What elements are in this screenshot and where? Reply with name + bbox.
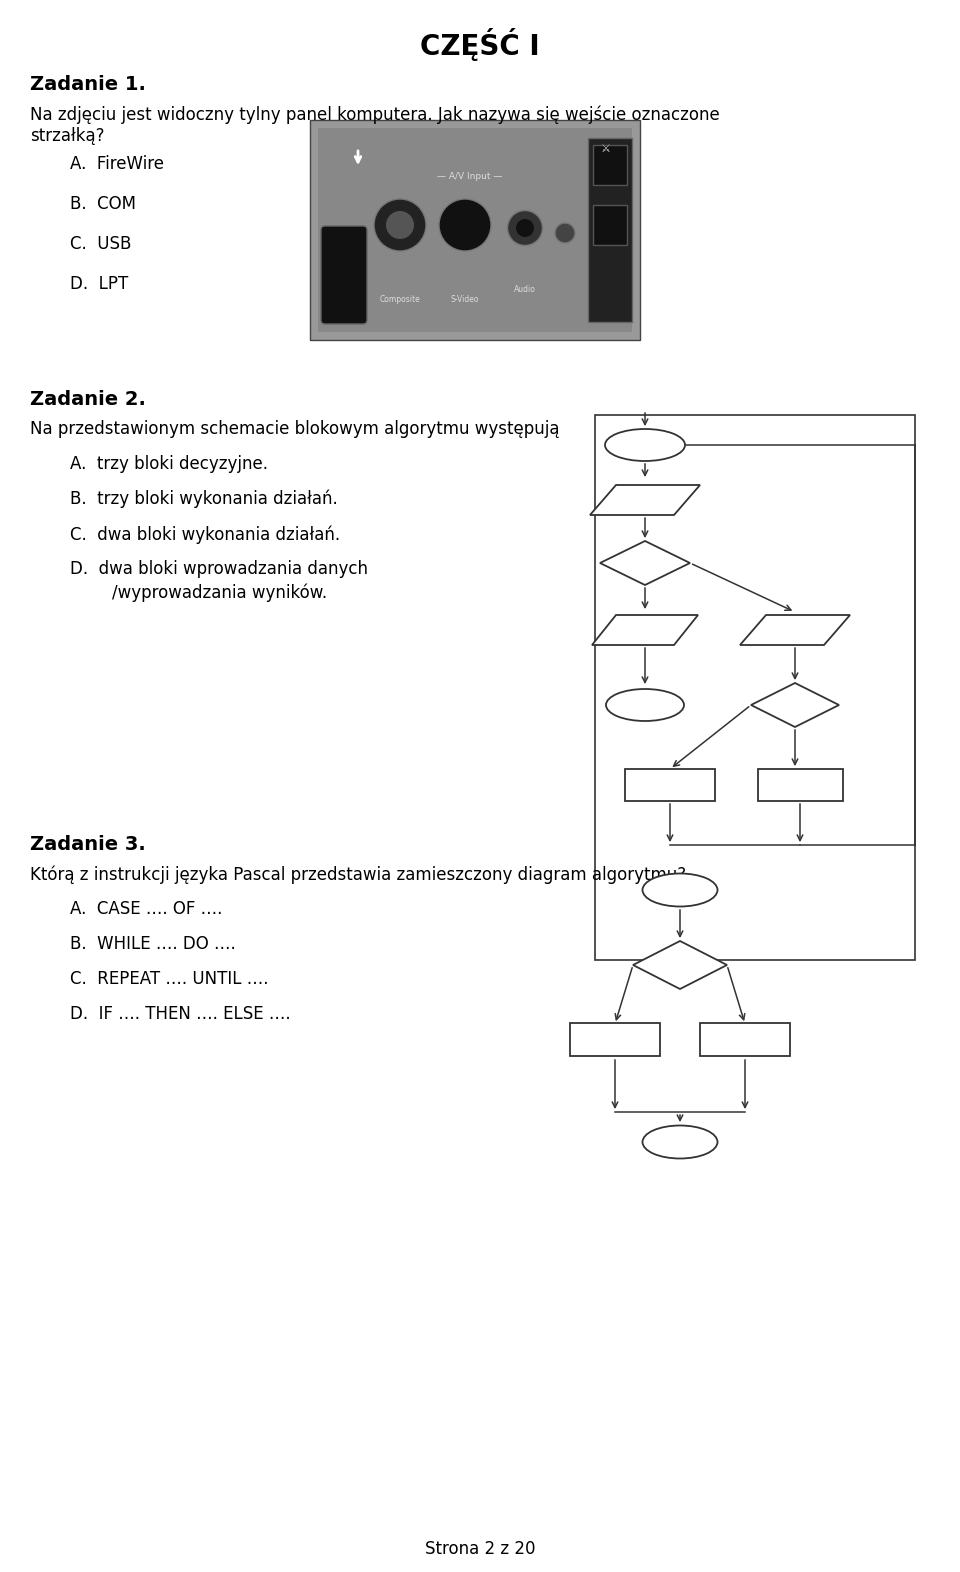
Text: A.  CASE …. OF ….: A. CASE …. OF …. bbox=[70, 901, 223, 918]
Bar bbox=[588, 138, 632, 322]
Text: ⚔: ⚔ bbox=[600, 145, 610, 154]
Text: — A/V Input —: — A/V Input — bbox=[438, 171, 503, 181]
Ellipse shape bbox=[439, 200, 491, 252]
Ellipse shape bbox=[516, 219, 534, 237]
Text: Na zdjęciu jest widoczny tylny panel komputera. Jak nazywa się wejście oznaczone: Na zdjęciu jest widoczny tylny panel kom… bbox=[30, 105, 720, 124]
Bar bbox=[593, 204, 627, 245]
Bar bbox=[593, 145, 627, 185]
Bar bbox=[570, 1023, 660, 1056]
Ellipse shape bbox=[374, 200, 426, 252]
Bar bbox=[318, 127, 632, 332]
Ellipse shape bbox=[642, 874, 717, 907]
Text: strzałką?: strzałką? bbox=[30, 127, 105, 145]
Ellipse shape bbox=[386, 211, 414, 239]
Ellipse shape bbox=[555, 223, 575, 244]
Polygon shape bbox=[600, 541, 690, 585]
Ellipse shape bbox=[605, 429, 685, 461]
Text: B.  COM: B. COM bbox=[70, 195, 136, 212]
Ellipse shape bbox=[642, 1126, 717, 1159]
Bar bbox=[758, 769, 843, 802]
Text: Zadanie 1.: Zadanie 1. bbox=[30, 75, 146, 94]
Ellipse shape bbox=[508, 211, 542, 245]
Text: Którą z instrukcji języka Pascal przedstawia zamieszczony diagram algorytmu?: Którą z instrukcji języka Pascal przedst… bbox=[30, 865, 686, 883]
Polygon shape bbox=[751, 682, 839, 726]
Bar bbox=[310, 119, 640, 340]
Text: Na przedstawionym schemacie blokowym algorytmu występują: Na przedstawionym schemacie blokowym alg… bbox=[30, 420, 560, 439]
Text: A.  trzy bloki decyzyjne.: A. trzy bloki decyzyjne. bbox=[70, 454, 268, 473]
Text: CZĘŚĆ I: CZĘŚĆ I bbox=[420, 28, 540, 61]
Text: C.  REPEAT …. UNTIL ….: C. REPEAT …. UNTIL …. bbox=[70, 970, 269, 987]
Text: S-Video: S-Video bbox=[451, 296, 479, 303]
Text: B.  trzy bloki wykonania działań.: B. trzy bloki wykonania działań. bbox=[70, 490, 338, 508]
Text: A.  FireWire: A. FireWire bbox=[70, 156, 164, 173]
Bar bbox=[625, 769, 715, 802]
Polygon shape bbox=[590, 486, 700, 516]
Polygon shape bbox=[740, 615, 850, 645]
Text: D.  LPT: D. LPT bbox=[70, 275, 129, 292]
FancyBboxPatch shape bbox=[321, 226, 367, 324]
Polygon shape bbox=[592, 615, 698, 645]
Text: D.  dwa bloki wprowadzania danych
        /wyprowadzania wyników.: D. dwa bloki wprowadzania danych /wyprow… bbox=[70, 560, 368, 602]
Polygon shape bbox=[633, 942, 727, 989]
Text: Composite: Composite bbox=[379, 296, 420, 303]
Text: Audio: Audio bbox=[514, 285, 536, 294]
Ellipse shape bbox=[606, 689, 684, 722]
Text: Strona 2 z 20: Strona 2 z 20 bbox=[424, 1541, 536, 1558]
Bar bbox=[595, 415, 915, 960]
Bar bbox=[700, 1023, 790, 1056]
Text: C.  dwa bloki wykonania działań.: C. dwa bloki wykonania działań. bbox=[70, 525, 340, 544]
Text: C.  USB: C. USB bbox=[70, 234, 132, 253]
Text: Zadanie 2.: Zadanie 2. bbox=[30, 390, 146, 409]
Text: B.  WHILE …. DO ….: B. WHILE …. DO …. bbox=[70, 935, 236, 953]
Text: Zadanie 3.: Zadanie 3. bbox=[30, 835, 146, 854]
Text: D.  IF …. THEN …. ELSE ….: D. IF …. THEN …. ELSE …. bbox=[70, 1005, 291, 1023]
